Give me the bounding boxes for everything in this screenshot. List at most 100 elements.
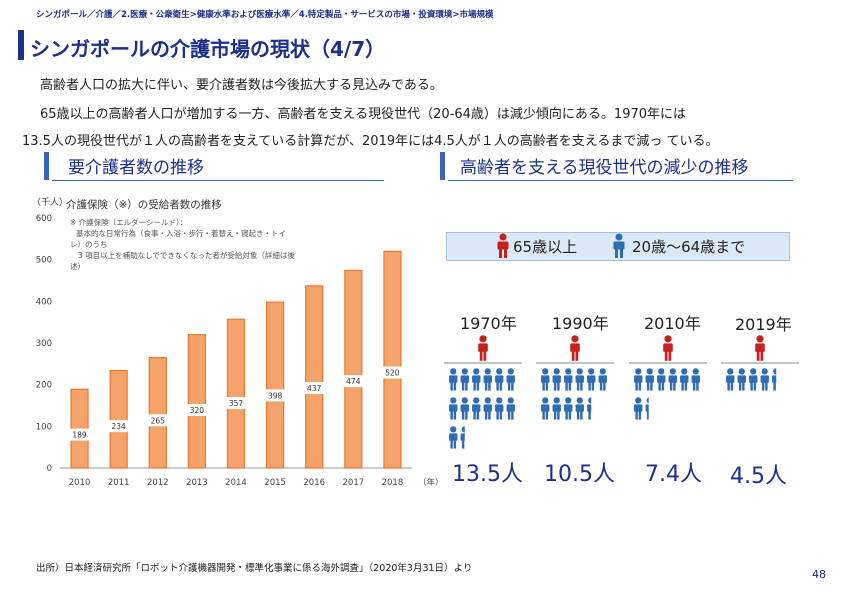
data-label: 437 [307, 384, 322, 393]
working-person-icon [449, 426, 458, 449]
data-label-bg [343, 375, 364, 388]
working-person-icon [634, 397, 643, 420]
working-person-icon [575, 368, 584, 391]
chart-title: 介護保険（※）の受給者数の推移 [66, 198, 222, 211]
working-person-icon [587, 397, 592, 420]
working-person-icon [483, 368, 492, 391]
count-label-1990: 10.5人 [544, 462, 615, 487]
y-tick-label: 600 [36, 214, 52, 224]
bar [187, 334, 206, 469]
working-person-icon [495, 397, 504, 420]
right-section-title: 高齢者を支える現役世代の減少の推移 [460, 158, 749, 178]
body-line-2: 65歳以上の高齢者人口が増加する一方、高齢者を支える現役世代（20-64歳）は減… [40, 107, 687, 122]
legend-working-label: 20歳〜64歳まで [632, 238, 746, 256]
data-label: 474 [346, 377, 361, 386]
elderly-icon [663, 335, 673, 361]
chart-note-line: ※ 介護保険（エルダーシールド）： [70, 217, 187, 227]
x-tick-label: 2010 [69, 478, 91, 488]
working-person-icon [449, 368, 458, 391]
y-tick-label: 200 [36, 381, 52, 391]
data-label: 234 [112, 422, 127, 431]
working-person-icon [460, 426, 465, 449]
data-label-bg [186, 404, 207, 416]
x-tick-label: 2012 [147, 478, 169, 488]
year-label-1990: 1990年 [552, 314, 609, 333]
left-section-title: 要介護者数の推移 [68, 158, 204, 178]
working-person-icon [668, 368, 677, 391]
x-tick-label: 2016 [303, 478, 325, 488]
working-person-icon [495, 368, 504, 391]
working-person-icon [772, 368, 777, 391]
working-person-icon [613, 233, 625, 258]
elderly-icon [755, 335, 765, 361]
x-tick-label: 2017 [343, 478, 365, 488]
data-label-bg [304, 382, 325, 395]
support-pictogram [444, 335, 799, 449]
data-label: 265 [151, 416, 166, 425]
working-person-icon [634, 368, 643, 391]
working-person-icon [472, 368, 481, 391]
data-label: 357 [229, 399, 244, 408]
working-person-icon [737, 368, 746, 391]
data-label: 398 [268, 391, 283, 400]
x-tick-label: 2013 [186, 478, 208, 488]
x-tick-label: 2015 [264, 478, 286, 488]
y-axis-unit-label: （千人） [32, 197, 68, 208]
working-person-icon [657, 368, 666, 391]
chart-note-line: 3 項目以上を補助なしでできなくなった者が受給対象（詳細は後 [78, 250, 295, 260]
bar [266, 301, 285, 469]
left-section-accent-bar [44, 152, 49, 180]
year-label-2019: 2019年 [735, 315, 792, 334]
y-tick-label: 400 [36, 297, 52, 307]
right-section-rule [448, 180, 793, 181]
chart-note-line: レ）のうち [70, 240, 108, 249]
count-label-2019: 4.5人 [730, 464, 787, 489]
y-tick-label: 300 [36, 339, 52, 349]
working-person-icon [680, 368, 689, 391]
working-person-icon [760, 368, 769, 391]
y-tick-label: 0 [47, 464, 52, 474]
bar [344, 269, 363, 469]
right-section-accent-bar [440, 152, 445, 180]
bar [226, 318, 246, 469]
data-label: 520 [385, 369, 400, 378]
count-label-2010: 7.4人 [645, 462, 702, 487]
working-person-icon [483, 397, 492, 420]
legend-elderly-label: 65歳以上 [513, 238, 578, 256]
data-label-bg [382, 366, 403, 379]
working-person-icon [552, 368, 561, 391]
working-person-icon [726, 368, 735, 391]
working-person-icon [506, 368, 515, 391]
source-note: 出所）日本経済研究所「ロボット介護機器開発・標準化事業に係る海外調査」（2020… [36, 563, 473, 574]
data-label-bg [226, 397, 246, 410]
year-label-2010: 2010年 [644, 314, 701, 333]
bar [305, 285, 324, 469]
working-person-icon [564, 397, 573, 420]
bar [148, 356, 167, 469]
count-label-1970: 13.5人 [452, 462, 523, 487]
x-tick-label: 2014 [225, 478, 247, 488]
bar [109, 369, 128, 469]
title-accent-bar [18, 30, 24, 60]
breadcrumb: シンガポール／介護／2.医療・公衆衛生>健康水準および医療水準／4.特定製品・サ… [36, 10, 494, 20]
working-person-icon [575, 397, 584, 420]
y-tick-label: 500 [36, 256, 52, 266]
data-label-bg [108, 420, 129, 433]
y-tick-label: 100 [36, 422, 52, 432]
x-tick-label: 2018 [382, 478, 404, 488]
working-person-icon [472, 397, 481, 420]
working-person-icon [460, 397, 469, 420]
elderly-icon [570, 335, 580, 361]
data-label: 320 [190, 406, 205, 415]
working-person-icon [541, 368, 550, 391]
working-person-icon [541, 397, 550, 420]
body-line-1: 高齢者人口の拡大に伴い、要介護者数は今後拡大する見込みである。 [40, 78, 443, 93]
x-tick-label: 2011 [108, 478, 130, 488]
working-person-icon [691, 368, 700, 391]
data-label: 189 [72, 431, 87, 440]
elderly-icon [478, 335, 488, 361]
working-person-icon [564, 368, 573, 391]
working-person-icon [506, 397, 515, 420]
chart-note-line: 述） [70, 261, 85, 271]
bar-chart: ※ 介護保険（エルダーシールド）：基本的な日常行為（食事・入浴・歩行・着替え・寝… [32, 197, 444, 488]
